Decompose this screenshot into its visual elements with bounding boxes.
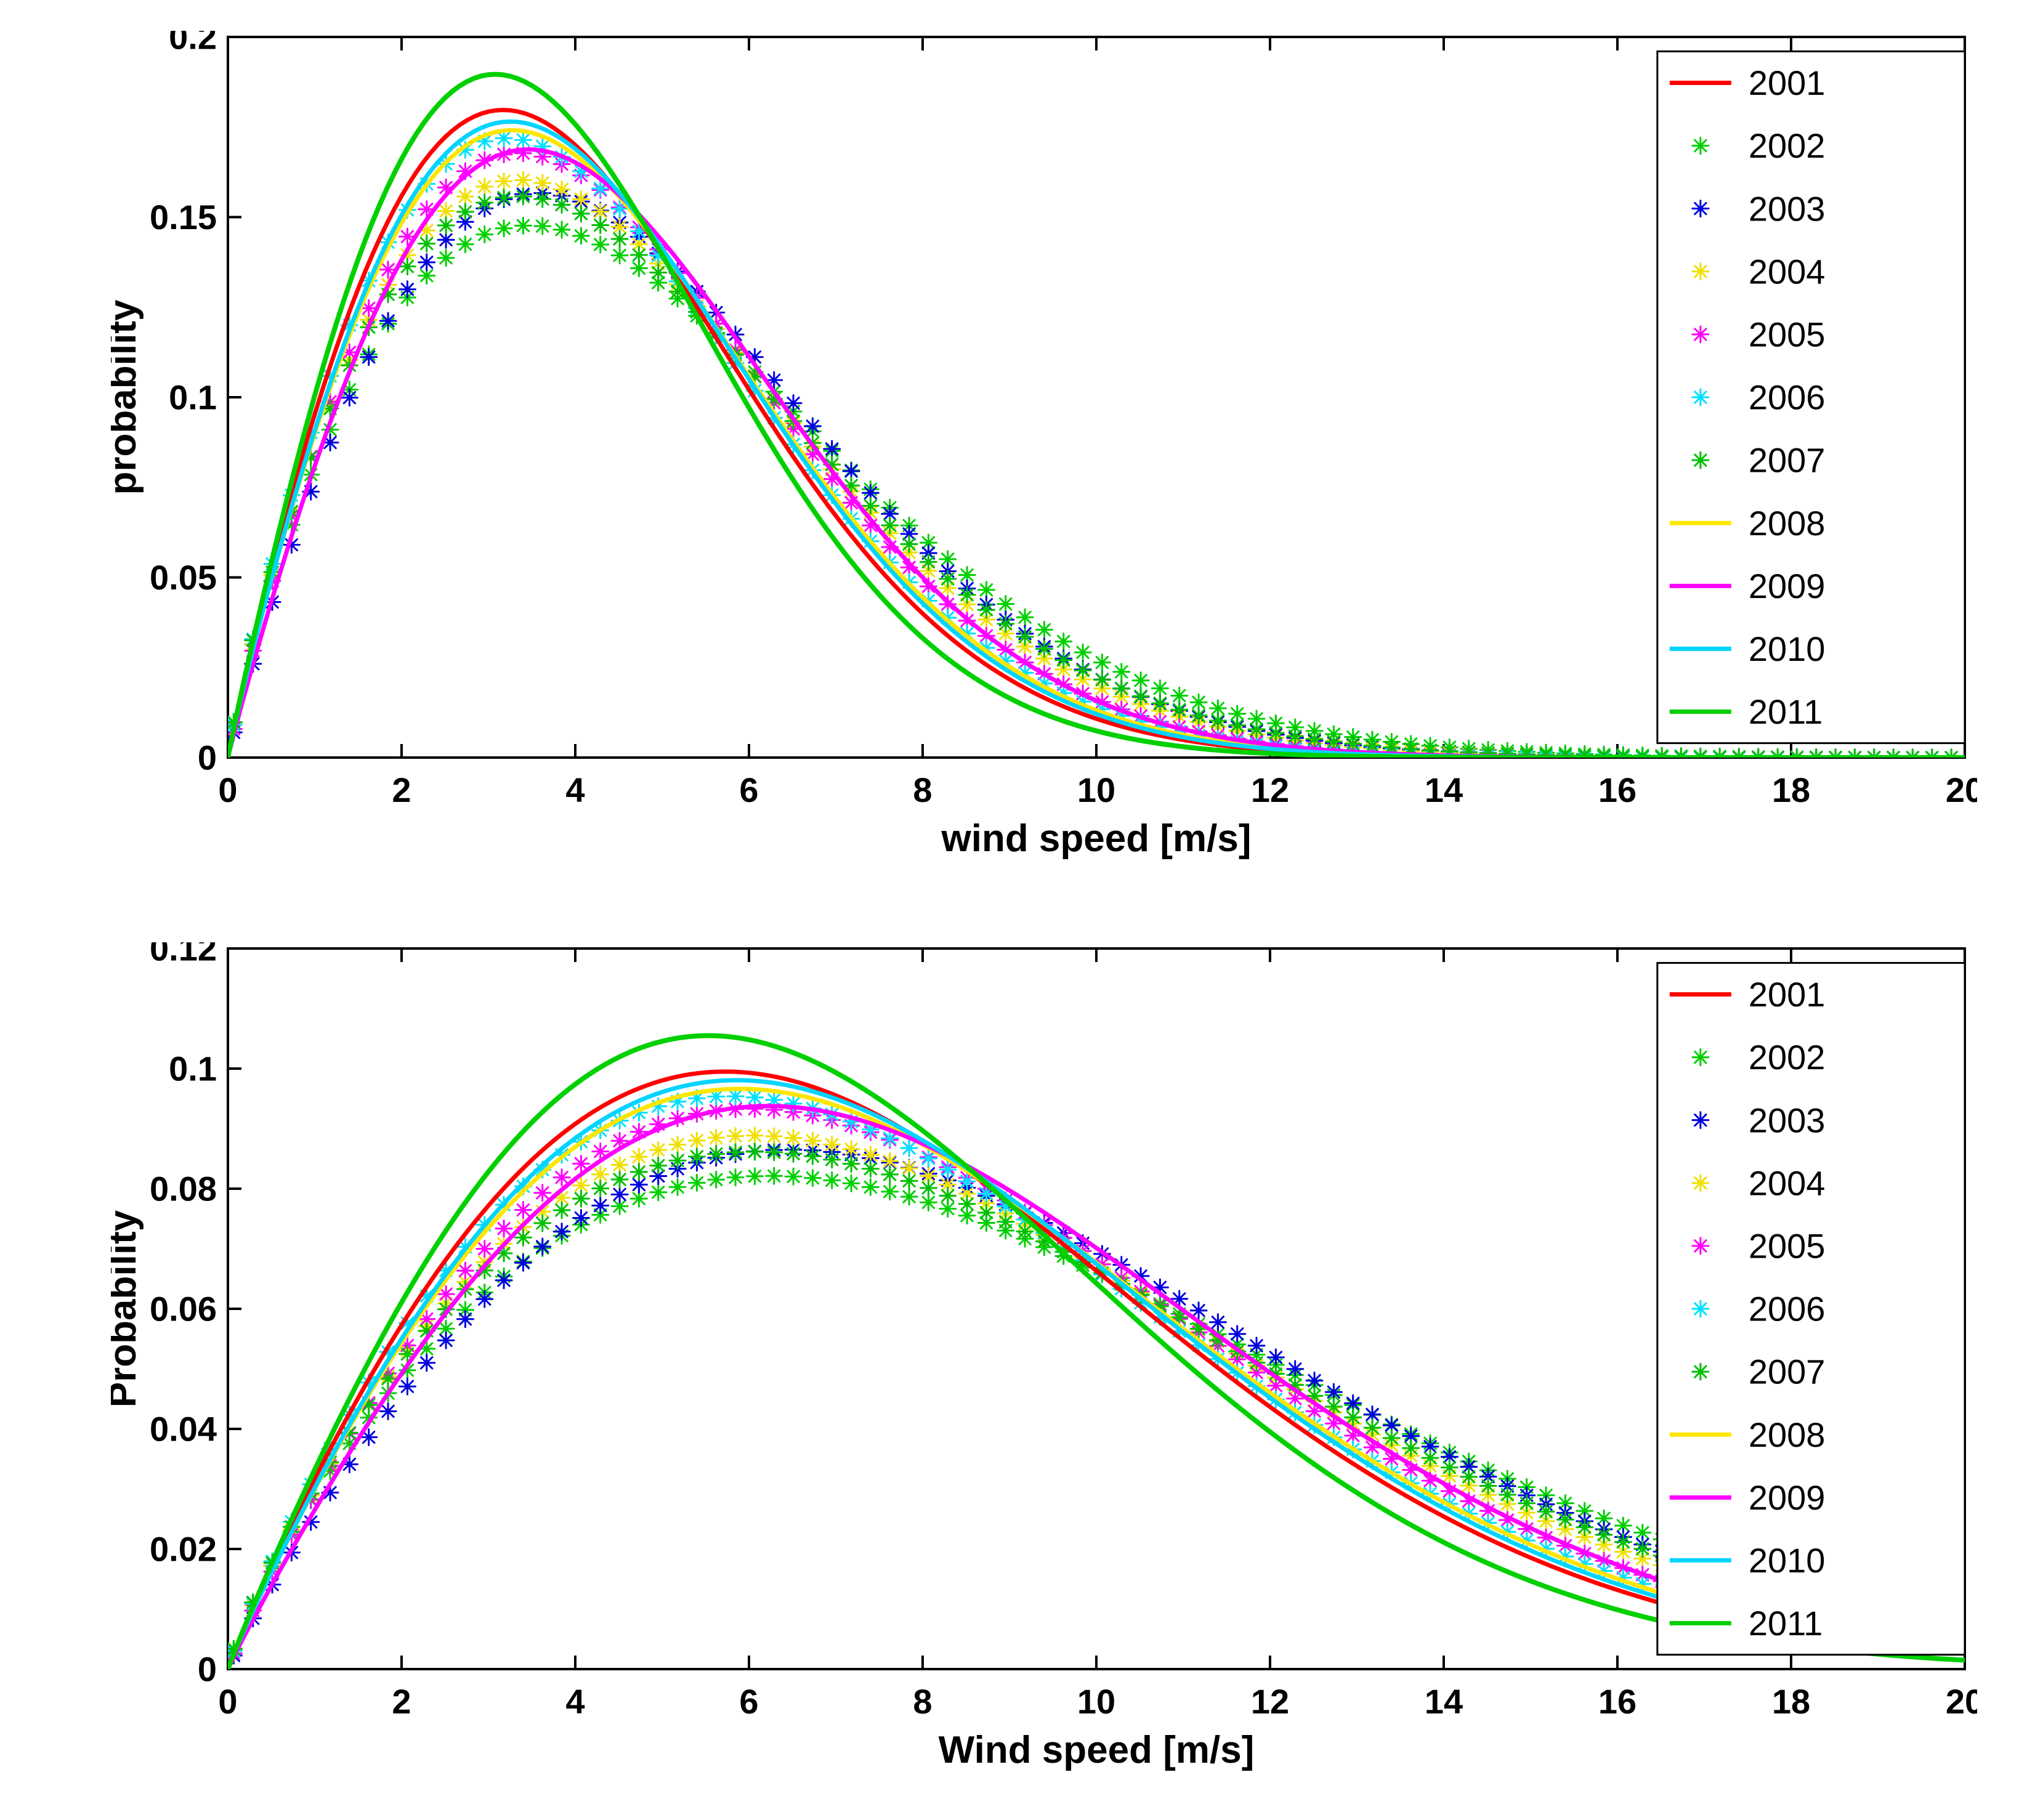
legend-label: 2001: [1749, 63, 1826, 102]
legend-label: 2001: [1749, 975, 1826, 1014]
legend-swatch-icon: [1693, 1050, 1709, 1066]
xtick-label: 10: [1077, 770, 1115, 809]
legend-label: 2009: [1749, 1478, 1826, 1517]
xtick-label: 4: [565, 1682, 585, 1721]
legend-label: 2005: [1749, 1226, 1826, 1265]
legend-swatch-icon: [1693, 138, 1709, 154]
x-axis-label: Wind speed [m/s]: [939, 1729, 1255, 1771]
xtick-label: 14: [1425, 1682, 1463, 1721]
ytick-label: 0.2: [169, 31, 217, 57]
ytick-label: 0.1: [169, 1050, 217, 1088]
xtick-label: 8: [913, 1682, 932, 1721]
ytick-label: 0.02: [150, 1530, 217, 1569]
xtick-label: 20: [1946, 1682, 1977, 1721]
chart-panel-top: 0 2 4 6 8 10 12 14 16 18 20 0 0.05 0.1 0.15 0.2 wind spe…: [111, 31, 1977, 868]
legend-label: 2006: [1749, 1290, 1826, 1329]
legend-swatch-icon: [1693, 264, 1709, 280]
xtick-label: 0: [218, 770, 237, 809]
ytick-label: 0.04: [150, 1410, 217, 1449]
xtick-label: 12: [1251, 770, 1289, 809]
legend-label: 2007: [1749, 1353, 1826, 1391]
legend: 2001 2002 2003 2004 2005 2006 2007 2008 2009 2010…: [1657, 51, 1965, 743]
ytick-label: 0.1: [169, 378, 217, 417]
legend-label: 2007: [1749, 441, 1826, 480]
xtick-label: 14: [1425, 770, 1463, 809]
legend-label: 2004: [1749, 1163, 1826, 1202]
legend: 2001 2002 2003 2004 2005 2006 2007 2008 2009 2010…: [1657, 963, 1965, 1654]
legend-label: 2008: [1749, 504, 1826, 543]
legend-label: 2010: [1749, 1541, 1826, 1580]
legend-swatch-icon: [1693, 452, 1709, 468]
legend-swatch-icon: [1693, 1175, 1709, 1191]
legend-label: 2002: [1749, 1038, 1826, 1077]
xtick-label: 18: [1772, 1682, 1810, 1721]
xtick-label: 18: [1772, 770, 1810, 809]
xtick-label: 2: [392, 1682, 411, 1721]
legend-label: 2011: [1749, 692, 1823, 731]
legend-label: 2002: [1749, 126, 1826, 165]
xtick-label: 6: [739, 1682, 758, 1721]
xtick-label: 16: [1598, 770, 1636, 809]
y-axis-label: probability: [111, 299, 144, 495]
xtick-label: 16: [1598, 1682, 1636, 1721]
ytick-label: 0: [198, 1650, 217, 1689]
legend-label: 2011: [1749, 1604, 1823, 1643]
legend-label: 2009: [1749, 567, 1826, 605]
xtick-label: 20: [1946, 770, 1977, 809]
xtick-label: 6: [739, 770, 758, 809]
x-axis-label: wind speed [m/s]: [941, 817, 1252, 860]
legend-label: 2005: [1749, 315, 1826, 354]
legend-label: 2004: [1749, 252, 1826, 291]
legend-label: 2010: [1749, 629, 1826, 668]
legend-swatch-icon: [1693, 1238, 1709, 1254]
legend-swatch-icon: [1693, 389, 1709, 405]
figure-page: 0246810121416182000.050.10.150.2wind spe…: [0, 0, 2035, 1820]
legend-label: 2008: [1749, 1415, 1826, 1454]
ytick-label: 0.08: [150, 1170, 217, 1208]
xtick-label: 10: [1077, 1682, 1115, 1721]
legend-swatch-icon: [1693, 1364, 1709, 1380]
ytick-label: 0.12: [150, 942, 217, 968]
legend-label: 2003: [1749, 1101, 1826, 1139]
xtick-label: 2: [392, 770, 411, 809]
xtick-label: 8: [913, 770, 932, 809]
legend-swatch-icon: [1693, 1112, 1709, 1128]
legend-label: 2003: [1749, 189, 1826, 228]
xtick-label: 4: [565, 770, 585, 809]
ytick-label: 0.15: [150, 198, 217, 237]
y-axis-label: Probability: [111, 1210, 144, 1407]
xtick-label: 12: [1251, 1682, 1289, 1721]
legend-swatch-icon: [1693, 1301, 1709, 1317]
legend-label: 2006: [1749, 378, 1826, 417]
ytick-label: 0.06: [150, 1290, 217, 1329]
legend-swatch-icon: [1693, 201, 1709, 217]
ytick-label: 0.05: [150, 558, 217, 597]
ytick-label: 0: [198, 738, 217, 777]
chart-panel-bottom: 0 2 4 6 8 10 12 14 16 18 20 0 0.02 0.04 0.06 0.08 0.1 0.1…: [111, 942, 1977, 1780]
legend-swatch-icon: [1693, 326, 1709, 342]
xtick-label: 0: [218, 1682, 237, 1721]
